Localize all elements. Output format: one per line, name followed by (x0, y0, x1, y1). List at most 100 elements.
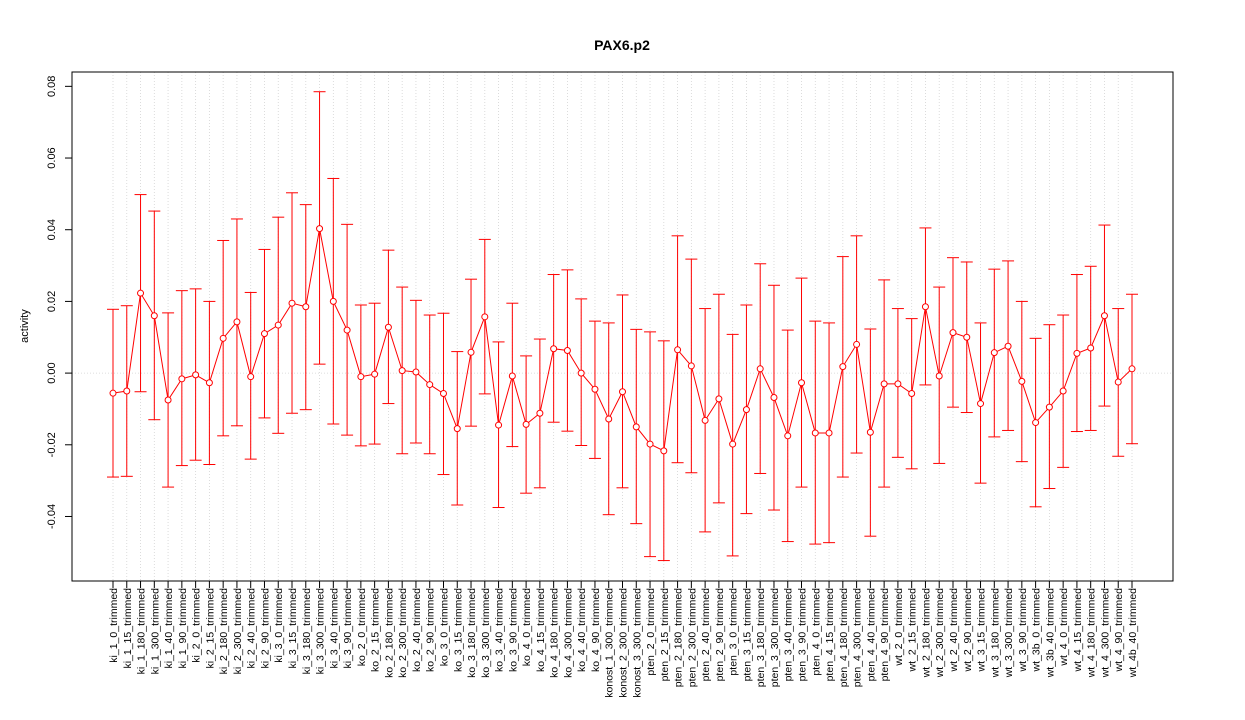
x-tick-label: wt_3_300_trimmed (1003, 588, 1015, 678)
x-tick-label: konost_3_300_trimmed (631, 588, 643, 698)
data-point (439, 390, 447, 398)
x-tick-label: pten_4_90_trimmed (879, 588, 891, 682)
x-tick-label: wt_4_15_trimmed (1072, 588, 1084, 673)
data-point (164, 396, 172, 404)
x-tick-label: konost_1_300_trimmed (604, 588, 616, 698)
data-point (412, 368, 420, 376)
data-point (508, 372, 516, 380)
data-point (247, 373, 255, 381)
x-tick-label: pten_3_0_trimmed (728, 588, 740, 676)
y-tick-label: 0.04 (46, 219, 58, 240)
x-tick-label: ki_3_300_trimmed (315, 588, 327, 675)
data-point (536, 409, 544, 417)
data-point (825, 429, 833, 437)
data-point (770, 393, 778, 401)
x-tick-label: pten_2_40_trimmed (700, 588, 712, 682)
x-tick-label: ko_4_40_trimmed (576, 588, 588, 672)
x-tick-label: pten_3_300_trimmed (769, 588, 781, 687)
x-tick-label: konost_2_300_trimmed (618, 588, 630, 698)
x-tick-label: pten_2_180_trimmed (673, 588, 685, 687)
x-tick-label: ki_3_180_trimmed (301, 588, 313, 675)
y-tick-label: -0.02 (46, 432, 58, 457)
data-point (453, 425, 461, 433)
x-tick-label: ki_2_300_trimmed (232, 588, 244, 675)
x-tick-label: ko_3_15_trimmed (452, 588, 464, 672)
data-point (357, 373, 365, 381)
x-tick-label: pten_4_0_trimmed (810, 588, 822, 676)
data-point (137, 289, 145, 297)
x-tick-label: ki_3_40_trimmed (328, 588, 340, 669)
x-tick-label: wt_2_300_trimmed (934, 588, 946, 678)
data-point (701, 416, 709, 424)
x-tick-label: ki_1_90_trimmed (177, 588, 189, 669)
data-point (1114, 378, 1122, 386)
y-tick-label: 0.08 (46, 76, 58, 97)
data-point (467, 348, 475, 356)
x-tick-label: ko_2_15_trimmed (370, 588, 382, 672)
x-tick-label: ko_4_300_trimmed (562, 588, 574, 678)
data-point (260, 330, 268, 338)
x-tick-label: pten_4_15_trimmed (824, 588, 836, 682)
x-tick-label: ko_3_90_trimmed (507, 588, 519, 672)
x-tick-label: ko_2_180_trimmed (383, 588, 395, 678)
data-point (866, 428, 874, 436)
x-tick-label: ko_2_300_trimmed (397, 588, 409, 678)
data-point (495, 421, 503, 429)
data-point (839, 363, 847, 371)
data-point (1128, 365, 1136, 373)
x-tick-label: ki_2_180_trimmed (218, 588, 230, 675)
x-tick-label: wt_3_90_trimmed (1017, 588, 1029, 673)
y-tick-label: 0.06 (46, 147, 58, 168)
data-point (949, 329, 957, 337)
x-tick-label: ko_3_40_trimmed (494, 588, 506, 672)
data-point (550, 345, 558, 353)
data-point (109, 389, 117, 397)
data-point (660, 447, 668, 455)
data-point (481, 313, 489, 321)
data-point (1018, 377, 1026, 385)
data-point (205, 379, 213, 387)
data-point (343, 326, 351, 334)
data-point (591, 385, 599, 393)
x-tick-label: ko_2_40_trimmed (411, 588, 423, 672)
x-tick-label: ki_2_15_trimmed (204, 588, 216, 669)
y-tick-label: -0.04 (46, 504, 58, 529)
data-point (619, 388, 626, 396)
x-tick-label: wt_2_90_trimmed (962, 588, 974, 673)
x-tick-label: wt_2_180_trimmed (920, 588, 932, 678)
data-point (646, 440, 654, 448)
x-tick-label: pten_2_300_trimmed (686, 588, 698, 687)
data-point (371, 370, 379, 378)
x-tick-label: ki_1_15_trimmed (122, 588, 134, 669)
x-tick-label: pten_4_300_trimmed (852, 588, 864, 687)
data-point (1087, 344, 1095, 352)
x-tick-label: wt_3_180_trimmed (989, 588, 1001, 678)
x-tick-label: wt_3b_0_trimmed (1031, 588, 1043, 673)
data-point (316, 225, 324, 233)
data-point (894, 380, 902, 388)
x-tick-label: pten_3_40_trimmed (783, 588, 795, 682)
data-point (756, 365, 764, 373)
data-point (1004, 342, 1012, 350)
x-tick-label: pten_2_0_trimmed (645, 588, 657, 676)
x-tick-label: ki_1_300_trimmed (149, 588, 161, 675)
data-point (798, 379, 806, 387)
x-tick-label: pten_4_40_trimmed (865, 588, 877, 682)
data-series (107, 91, 1138, 562)
x-tick-label: wt_4_0_trimmed (1058, 588, 1070, 667)
x-tick-label: pten_2_90_trimmed (714, 588, 726, 682)
data-point (123, 387, 131, 395)
data-point (329, 297, 337, 305)
x-tick-label: ko_4_15_trimmed (535, 588, 547, 672)
data-point (1073, 349, 1081, 357)
data-point (563, 347, 571, 355)
data-point (522, 420, 530, 428)
data-point (687, 362, 695, 370)
x-tick-label: ki_3_0_trimmed (273, 588, 285, 663)
data-point (921, 303, 929, 311)
data-point (674, 346, 682, 354)
x-tick-label: ko_3_0_trimmed (438, 588, 450, 666)
x-tick-label: wt_4b_40_trimmed (1127, 588, 1139, 678)
data-point (784, 432, 792, 440)
